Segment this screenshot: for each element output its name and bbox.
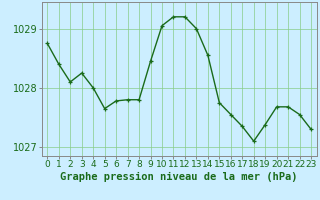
X-axis label: Graphe pression niveau de la mer (hPa): Graphe pression niveau de la mer (hPa): [60, 172, 298, 182]
